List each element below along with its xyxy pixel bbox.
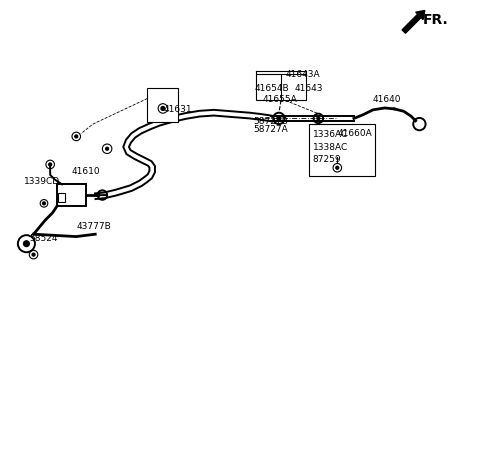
Text: 41631: 41631 [164, 105, 192, 114]
Circle shape [106, 148, 108, 150]
Text: 1336AC: 1336AC [312, 130, 348, 139]
Text: 41643: 41643 [295, 84, 323, 93]
Circle shape [75, 135, 78, 138]
Circle shape [317, 117, 320, 120]
Text: 41660A: 41660A [337, 129, 372, 138]
Circle shape [277, 117, 281, 120]
Circle shape [336, 166, 339, 169]
Circle shape [364, 129, 367, 132]
Bar [147, 89, 178, 122]
Circle shape [49, 163, 51, 166]
Text: 41610: 41610 [72, 167, 100, 176]
Bar [57, 184, 86, 206]
Bar [309, 124, 375, 176]
Text: 1338AC: 1338AC [312, 143, 348, 151]
Text: 87259: 87259 [312, 156, 341, 164]
Circle shape [32, 253, 35, 256]
Text: 43777B: 43777B [76, 222, 111, 231]
Text: 41655A: 41655A [263, 95, 298, 104]
Bar [58, 193, 65, 202]
Text: 41643A: 41643A [285, 70, 320, 79]
Text: 41640: 41640 [373, 95, 401, 104]
Text: 58524: 58524 [29, 234, 57, 242]
Text: 41654B: 41654B [254, 84, 289, 93]
Text: 58727B: 58727B [253, 117, 288, 126]
Circle shape [43, 202, 46, 205]
FancyArrow shape [402, 10, 425, 33]
Text: FR.: FR. [423, 12, 448, 27]
Text: 1339CD: 1339CD [24, 177, 60, 186]
Bar [256, 74, 306, 100]
Circle shape [161, 107, 165, 110]
Circle shape [24, 241, 29, 247]
Text: 58727A: 58727A [253, 125, 288, 134]
